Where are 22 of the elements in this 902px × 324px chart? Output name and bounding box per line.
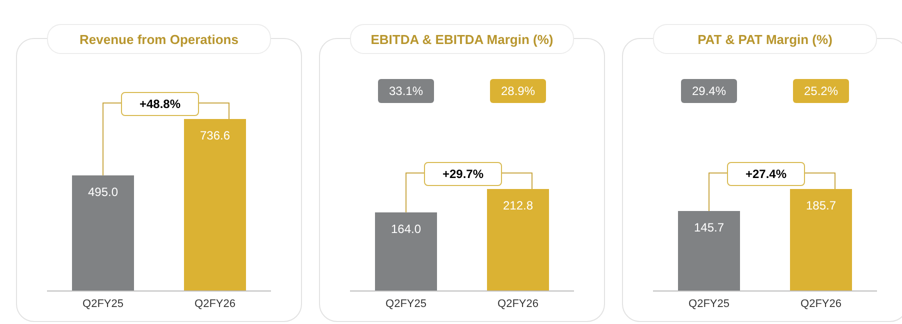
x-tick-label: Q2FY26 bbox=[498, 298, 538, 310]
data-label: 736.6 bbox=[200, 128, 230, 143]
x-tick-label: Q2FY25 bbox=[82, 298, 124, 310]
text: +48.8% bbox=[121, 92, 199, 116]
x-tick-label: Q2FY26 bbox=[800, 298, 842, 310]
chart-title: PAT & PAT Margin (%) bbox=[653, 24, 877, 54]
x-tick-label: Q2FY25 bbox=[688, 298, 730, 310]
text: 33.1% bbox=[378, 79, 434, 103]
text: 25.2% bbox=[793, 79, 849, 103]
data-label: 495.0 bbox=[88, 184, 118, 199]
data-label: 185.7 bbox=[806, 198, 836, 213]
chart-title: EBITDA & EBITDA Margin (%) bbox=[350, 24, 574, 54]
text: +27.4% bbox=[727, 162, 805, 186]
data-label: 145.7 bbox=[694, 220, 724, 234]
text: 29.4% bbox=[681, 79, 737, 103]
data-label: 212.8 bbox=[502, 198, 534, 213]
x-tick-label: Q2FY26 bbox=[194, 298, 236, 310]
text: +29.7% bbox=[424, 162, 502, 186]
text: 28.9% bbox=[490, 79, 546, 103]
data-label: 164.0 bbox=[390, 222, 422, 236]
x-tick-label: Q2FY25 bbox=[386, 298, 426, 310]
chart-title: Revenue from Operations bbox=[47, 24, 271, 54]
